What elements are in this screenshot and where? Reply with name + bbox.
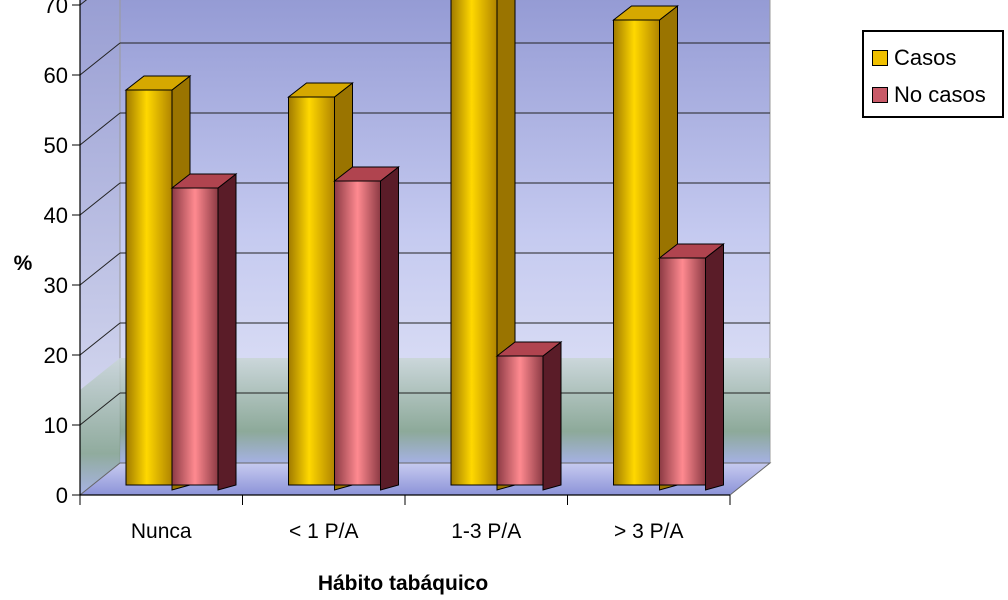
legend-item-no-casos: No casos: [872, 82, 986, 108]
bar-front: [613, 19, 660, 486]
legend: Casos No casos: [862, 30, 1004, 118]
gridline-side: [79, 252, 121, 286]
bar-no-casos-3: [658, 242, 725, 491]
y-axis-title: %: [14, 252, 33, 275]
legend-swatch-no-casos: [872, 87, 888, 103]
bar-front: [125, 89, 173, 486]
bar-front: [334, 180, 381, 486]
legend-label-no-casos: No casos: [894, 82, 986, 107]
y-tick-label: 70: [44, 0, 68, 18]
x-tick-label: > 3 P/A: [614, 520, 683, 543]
gridline-side: [79, 322, 121, 356]
bar-side: [380, 165, 399, 491]
bar-no-casos-0: [170, 172, 238, 491]
bar-side: [542, 340, 562, 491]
y-tick-label: 50: [44, 133, 68, 158]
gridline-side: [79, 392, 121, 426]
y-tick-label: 30: [44, 273, 68, 298]
x-axis-title: Hábito tabáquico: [318, 572, 488, 595]
y-tick-label: 10: [44, 413, 68, 438]
bar-no-casos-1: [333, 165, 400, 491]
gridline-side: [79, 42, 121, 76]
y-tick-label: 0: [56, 483, 68, 508]
bar-side: [705, 242, 724, 491]
gridline-side: [79, 182, 121, 216]
x-tick-label: Nunca: [131, 520, 192, 543]
bars: [124, 0, 725, 491]
bar-front: [496, 355, 544, 486]
x-tick-label: < 1 P/A: [289, 520, 358, 543]
bar-front: [450, 0, 498, 486]
gridline-side: [79, 112, 121, 146]
x-tick-label: 1-3 P/A: [451, 520, 521, 543]
legend-swatch-casos: [872, 50, 888, 66]
side-floor-band: [80, 358, 120, 495]
y-tick-label: 20: [44, 343, 68, 368]
bar-front: [171, 187, 219, 486]
axes: 01020304050607080Nunca< 1 P/A1-3 P/A> 3 …: [44, 0, 731, 543]
y-tick-label: 40: [44, 203, 68, 228]
bar-side: [217, 172, 237, 491]
bar-no-casos-2: [495, 340, 563, 491]
bar-front: [288, 96, 335, 486]
bar-front: [659, 257, 706, 486]
legend-label-casos: Casos: [894, 45, 957, 70]
legend-item-casos: Casos: [872, 45, 956, 71]
y-tick-label: 60: [44, 63, 68, 88]
